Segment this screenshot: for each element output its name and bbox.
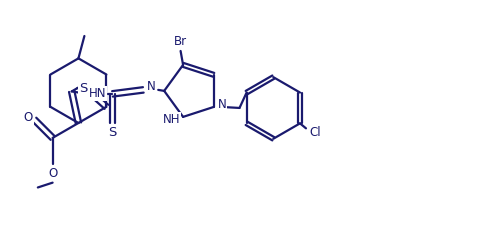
Text: NH: NH — [163, 113, 180, 126]
Text: N: N — [218, 98, 227, 111]
Text: N: N — [146, 80, 155, 93]
Text: O: O — [48, 167, 57, 180]
Text: Cl: Cl — [309, 126, 321, 139]
Text: S: S — [79, 82, 88, 95]
Text: Br: Br — [174, 35, 187, 48]
Text: HN: HN — [89, 87, 106, 100]
Text: S: S — [108, 126, 117, 139]
Text: O: O — [24, 111, 33, 124]
